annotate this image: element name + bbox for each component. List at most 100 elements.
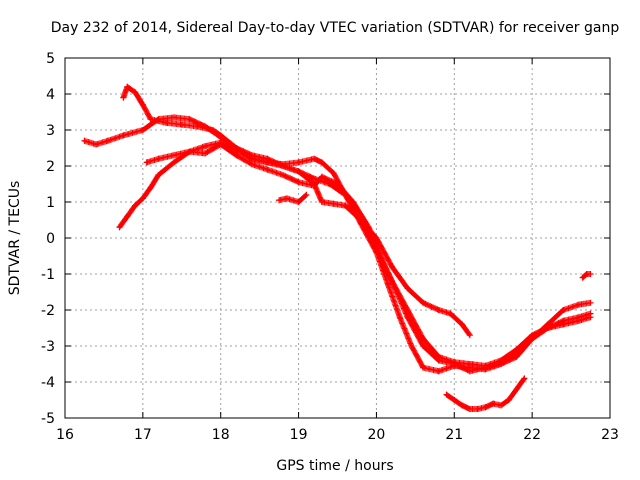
series-curve-g (579, 271, 594, 281)
data-point (330, 200, 337, 207)
data-point (295, 168, 302, 175)
data-point (466, 368, 473, 375)
data-point (420, 364, 427, 371)
data-point (396, 314, 403, 321)
data-point (513, 346, 520, 353)
x-tick-label: 20 (368, 427, 386, 443)
data-point (81, 137, 88, 144)
data-point (474, 406, 481, 412)
data-point (233, 146, 240, 153)
data-point (276, 197, 283, 204)
data-point (498, 402, 504, 409)
y-tick-label: 4 (46, 87, 55, 103)
y-tick-label: 2 (46, 159, 55, 175)
data-point (280, 163, 286, 169)
chart-title: Day 232 of 2014, Sidereal Day-to-day VTE… (51, 20, 620, 36)
y-tick-label: 1 (46, 195, 55, 211)
data-point (311, 175, 318, 182)
y-tick-label: -1 (41, 267, 55, 283)
data-point (264, 166, 271, 173)
grid-lines (65, 58, 610, 418)
x-tick-label: 19 (290, 427, 308, 443)
data-point (120, 94, 127, 101)
data-point (459, 321, 466, 328)
data-point (248, 155, 255, 162)
y-tick-label: 0 (46, 231, 55, 247)
data-point (295, 199, 302, 205)
data-point (350, 199, 357, 205)
data-point (139, 127, 146, 133)
data-point (404, 307, 411, 313)
data-point (587, 271, 594, 277)
data-point (318, 173, 325, 180)
data-point (334, 181, 341, 187)
data-point (451, 397, 458, 403)
data-point (575, 317, 582, 324)
data-point (447, 310, 454, 317)
data-point (171, 159, 177, 166)
data-point (459, 402, 466, 409)
data-point (513, 386, 520, 393)
data-point (194, 123, 201, 130)
data-point (435, 353, 442, 360)
data-point (233, 152, 240, 159)
data-point (443, 391, 450, 398)
y-tick-label: 3 (46, 123, 55, 139)
data-point (579, 274, 586, 281)
y-axis-label: SDTVAR / TECUs (7, 181, 23, 296)
data-point (342, 202, 349, 209)
data-point (560, 307, 567, 313)
data-point (186, 148, 193, 155)
data-point (466, 406, 473, 412)
y-tick-label: -5 (41, 411, 55, 427)
data-point (373, 235, 380, 241)
data-point (408, 343, 415, 349)
series-curve-e (276, 191, 310, 205)
data-point (264, 159, 271, 166)
data-point (560, 321, 567, 328)
data-point (93, 141, 100, 148)
series-curve-d (143, 139, 473, 339)
data-point (202, 143, 209, 150)
data-point (143, 159, 150, 166)
data-point (587, 314, 594, 321)
data-point (171, 152, 177, 159)
x-tick-label: 21 (445, 427, 463, 443)
data-point (217, 132, 224, 139)
data-point (248, 161, 255, 168)
y-tick-label: -3 (41, 339, 55, 355)
data-point (435, 368, 442, 375)
data-point (404, 285, 411, 292)
data-point (330, 170, 337, 177)
data-point (283, 195, 290, 202)
data-point (186, 116, 193, 123)
data-point (311, 155, 318, 162)
data-point (217, 139, 224, 146)
data-point (139, 101, 146, 108)
data-point (521, 375, 528, 382)
data-point (124, 83, 131, 90)
data-point (124, 213, 131, 220)
data-point (466, 332, 473, 339)
data-point (171, 114, 177, 121)
data-point (202, 150, 209, 157)
data-point (389, 263, 395, 270)
data-point (490, 400, 497, 407)
y-tick-labels: -5 -4 -3 -2 -1 0 1 2 3 4 5 (41, 51, 55, 427)
data-point (132, 202, 139, 209)
x-tick-label: 22 (523, 427, 541, 443)
data-point (163, 119, 170, 126)
data-point (389, 278, 395, 285)
x-tick-label: 17 (134, 427, 152, 443)
x-tick-labels: 16 17 18 19 20 21 22 23 (56, 427, 619, 443)
data-point (435, 307, 442, 313)
data-point (147, 184, 154, 191)
data-point (295, 159, 302, 166)
data-series (81, 83, 594, 412)
data-point (420, 343, 427, 349)
x-axis-label: GPS time / hours (276, 458, 393, 474)
data-point (482, 404, 489, 411)
data-point (544, 325, 551, 331)
